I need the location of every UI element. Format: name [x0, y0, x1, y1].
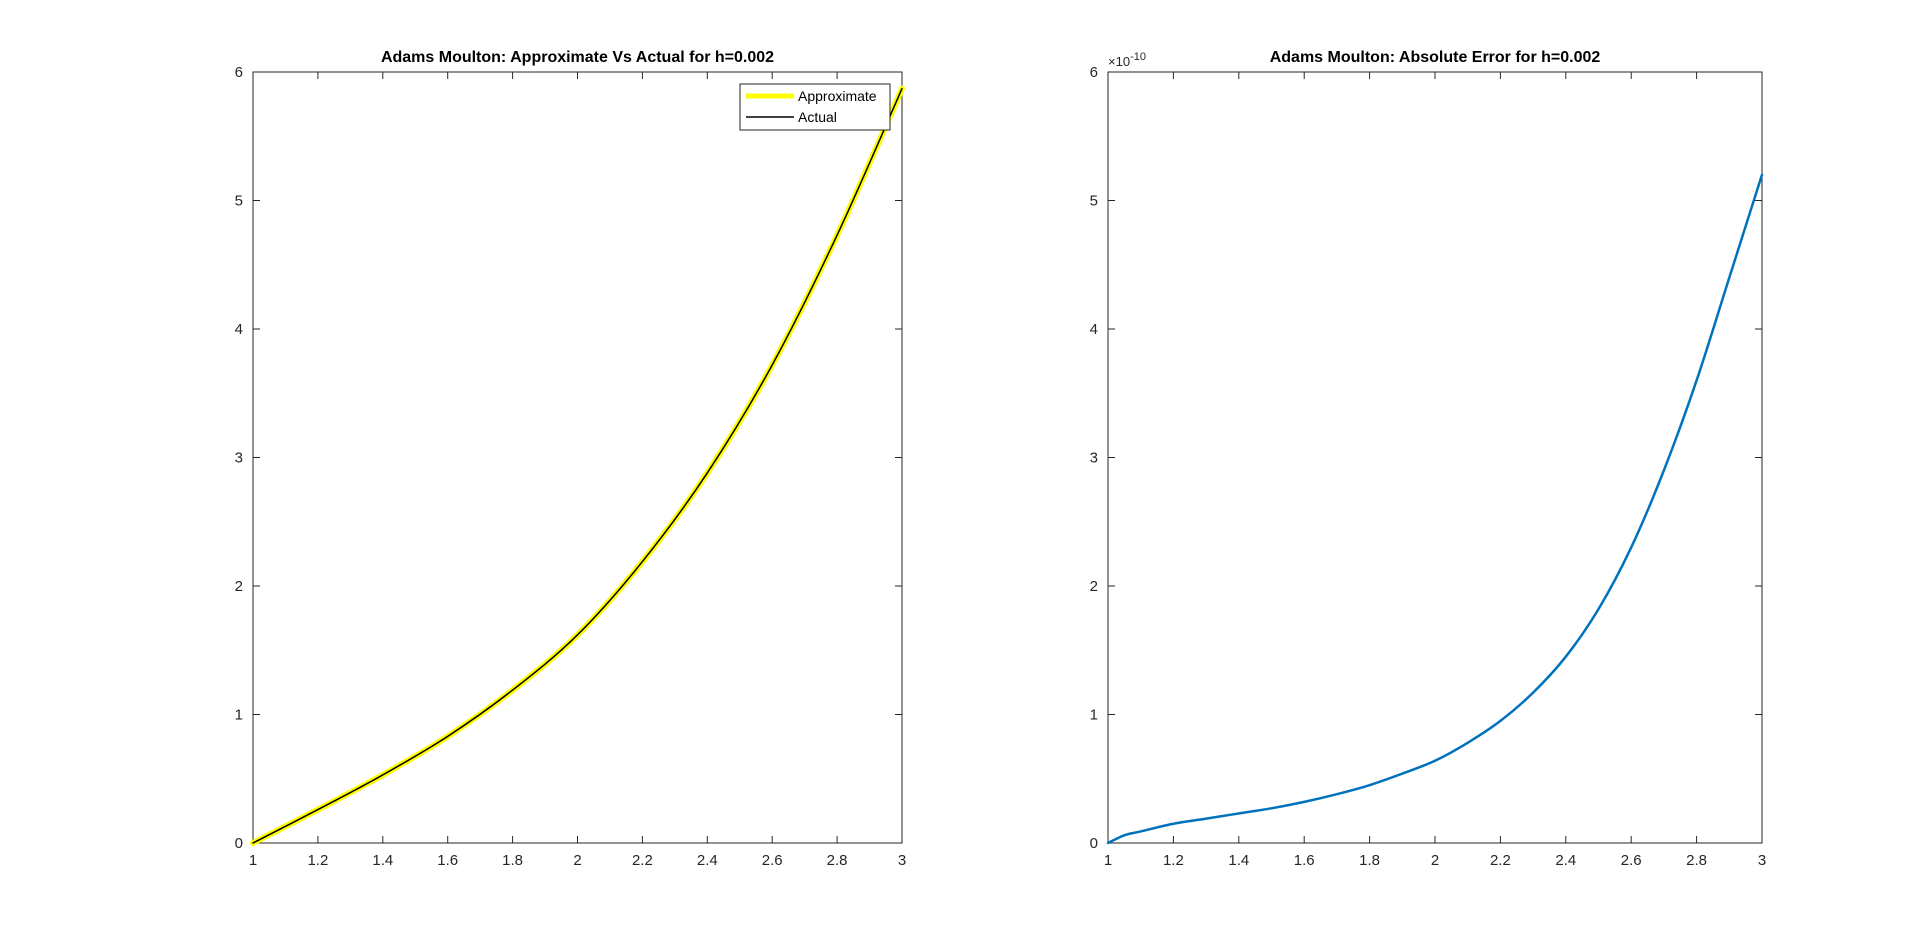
absolute-error-chart: Adams Moulton: Absolute Error for h=0.00… — [1090, 49, 1767, 869]
chart2-title: Adams Moulton: Absolute Error for h=0.00… — [1270, 49, 1601, 66]
y-tick-label: 2 — [235, 578, 243, 595]
x-tick-label: 2.8 — [827, 852, 848, 869]
plot-area-box — [1107, 71, 1763, 844]
y-tick-label: 1 — [235, 707, 243, 724]
x-tick-label: 1.8 — [1359, 852, 1380, 869]
approximate-vs-actual-chart: Adams Moulton: Approximate Vs Actual for… — [235, 49, 907, 869]
x-tick-label: 1.2 — [307, 852, 328, 869]
x-tick-label: 1.6 — [1294, 852, 1315, 869]
y-tick-label: 4 — [1090, 321, 1098, 338]
y-tick-label: 3 — [235, 450, 243, 467]
x-tick-label: 2.6 — [762, 852, 783, 869]
x-tick-label: 3 — [1758, 852, 1766, 869]
chart2-series — [1106, 173, 1764, 845]
legend-label-approximate: Approximate — [798, 88, 877, 104]
x-tick-label: 1.4 — [372, 852, 393, 869]
x-tick-label: 2.4 — [697, 852, 718, 869]
chart1-series — [250, 85, 905, 846]
y-tick-label: 1 — [1090, 707, 1098, 724]
exponent-power: -10 — [1130, 51, 1146, 63]
x-tick-label: 1.4 — [1228, 852, 1249, 869]
y-tick-label: 5 — [235, 193, 243, 210]
y-tick-label: 0 — [1090, 835, 1098, 852]
y-tick-label: 3 — [1090, 450, 1098, 467]
y-axis-exponent-label: ×10-10 — [1108, 51, 1146, 69]
x-tick-label: 2 — [1431, 852, 1439, 869]
y-tick-label: 6 — [1090, 64, 1098, 81]
x-tick-label: 1.8 — [502, 852, 523, 869]
x-tick-label: 1.6 — [437, 852, 458, 869]
x-tick-label: 2.2 — [1490, 852, 1511, 869]
x-tick-label: 2.4 — [1555, 852, 1576, 869]
y-tick-label: 2 — [1090, 578, 1098, 595]
exponent-base: ×10 — [1108, 54, 1130, 69]
chart1-legend: Approximate Actual — [739, 83, 891, 131]
x-tick-label: 2.8 — [1686, 852, 1707, 869]
y-tick-label: 5 — [1090, 193, 1098, 210]
plot-area-box — [252, 71, 903, 844]
legend-label-actual: Actual — [798, 109, 837, 125]
y-tick-label: 6 — [235, 64, 243, 81]
y-tick-label: 4 — [235, 321, 243, 338]
x-tick-label: 2.2 — [632, 852, 653, 869]
x-tick-label: 2.6 — [1621, 852, 1642, 869]
x-tick-label: 3 — [898, 852, 906, 869]
x-tick-label: 1 — [249, 852, 257, 869]
y-tick-label: 0 — [235, 835, 243, 852]
series-line-error — [1106, 173, 1764, 845]
x-tick-label: 1.2 — [1163, 852, 1184, 869]
chart1-title: Adams Moulton: Approximate Vs Actual for… — [381, 49, 774, 66]
x-tick-label: 1 — [1104, 852, 1112, 869]
series-line-approximate — [250, 85, 905, 846]
x-tick-label: 2 — [573, 852, 581, 869]
legend-box — [739, 83, 891, 131]
series-line-actual — [252, 87, 903, 844]
